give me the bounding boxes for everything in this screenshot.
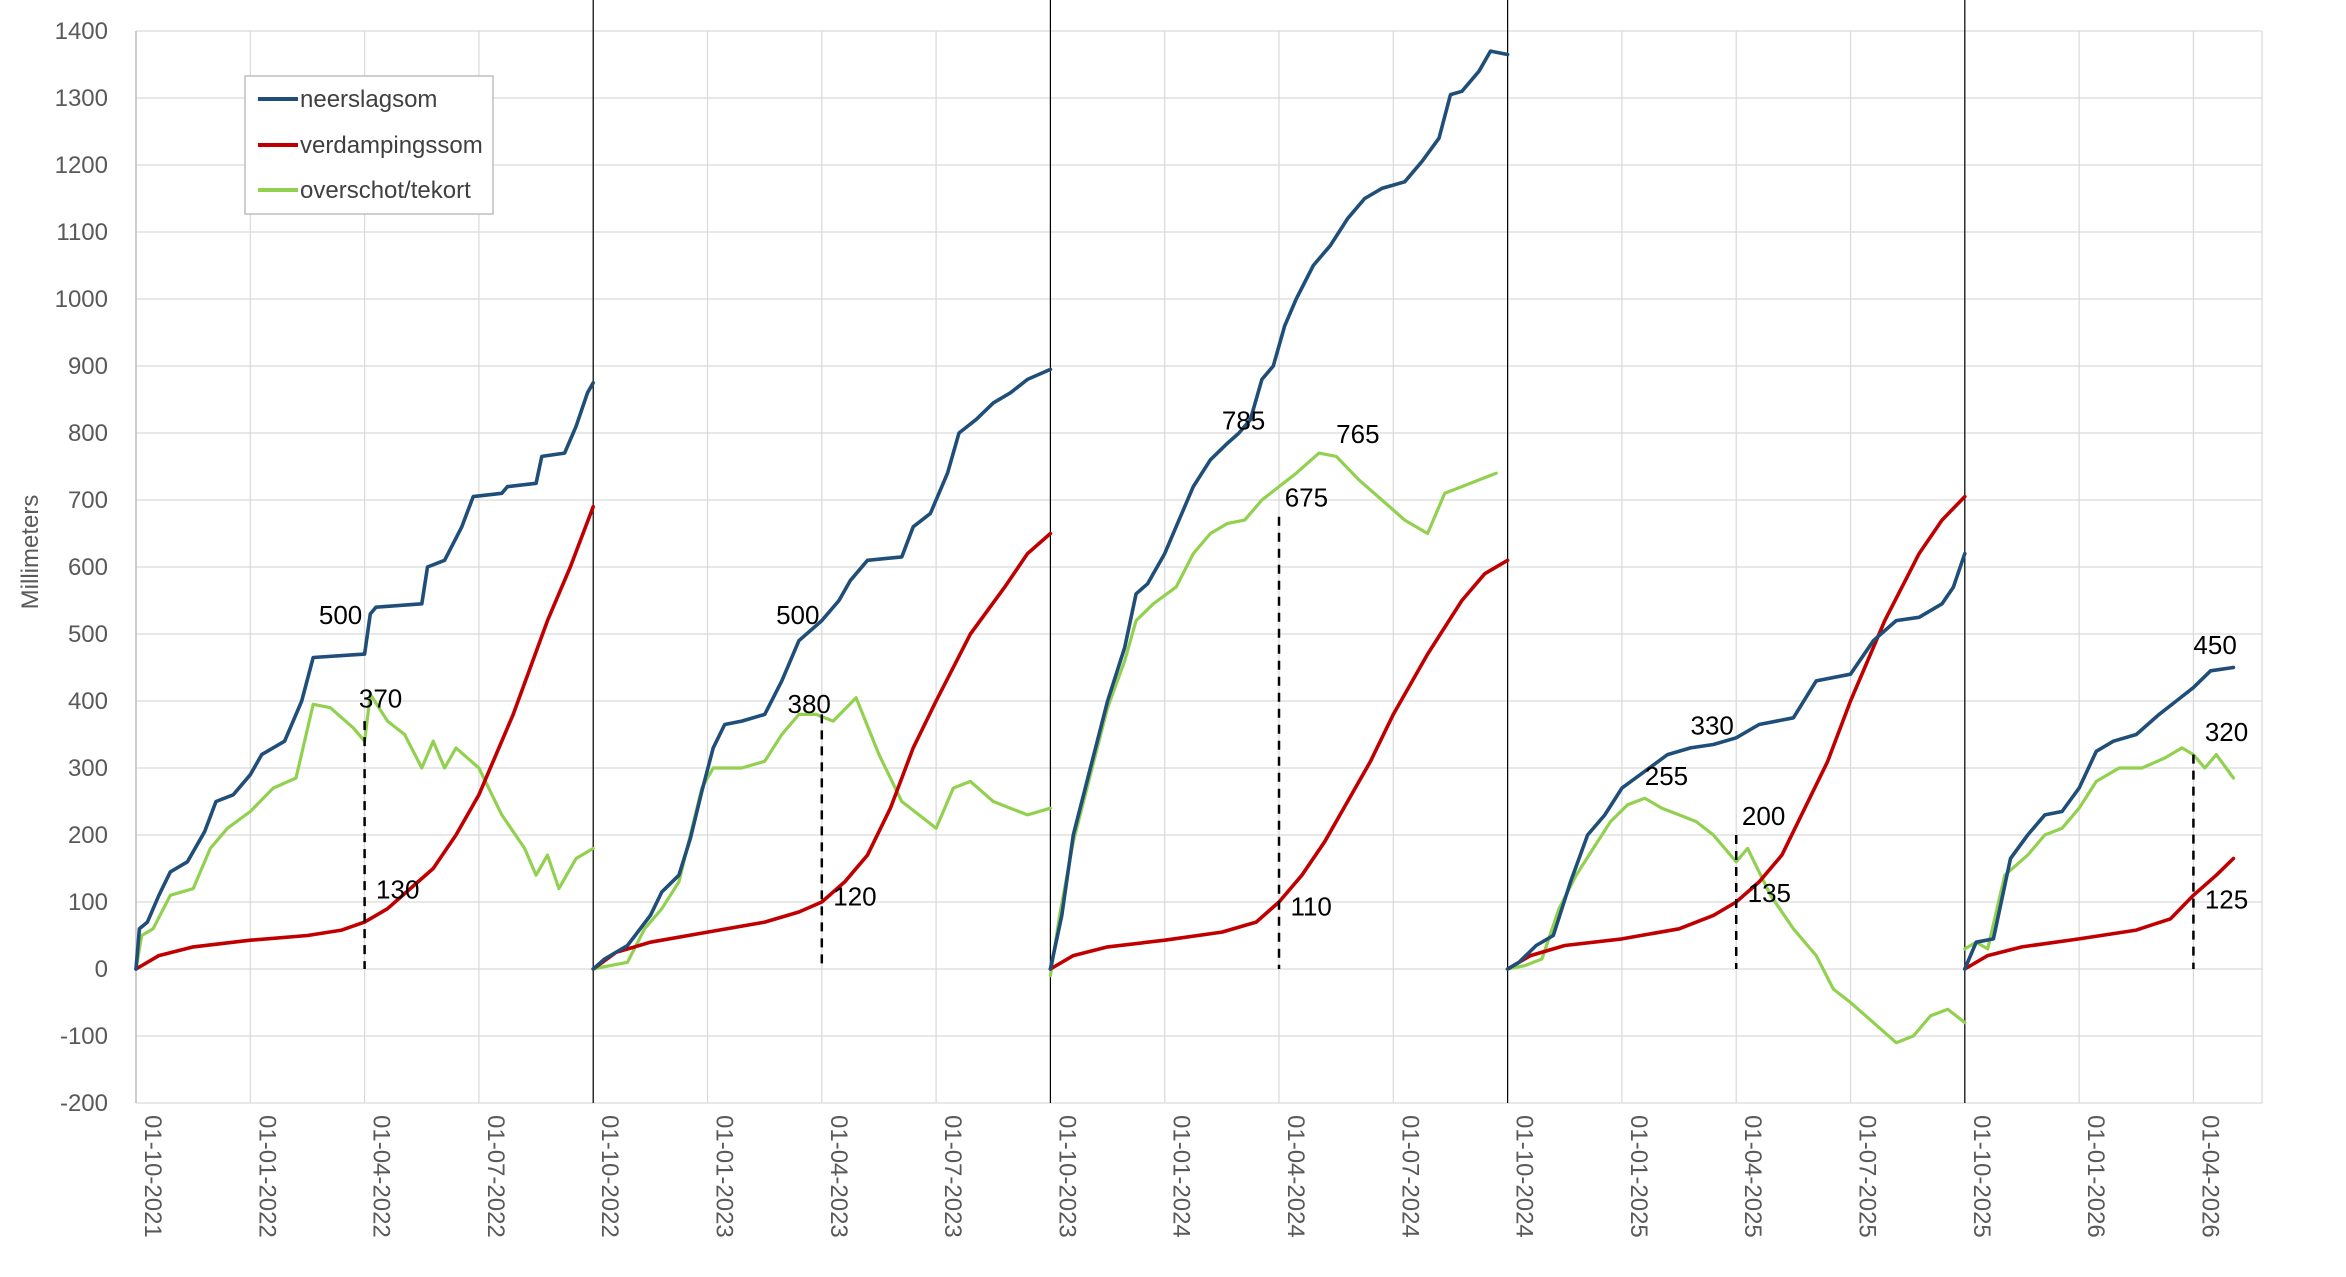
legend-label-neerslagsom: neerslagsom (300, 86, 437, 113)
annotation-label: 255 (1645, 761, 1688, 791)
y-tick-label: 900 (68, 353, 108, 380)
y-tick-label: 0 (95, 956, 108, 983)
x-tick-label: 01-01-2023 (711, 1115, 738, 1238)
annotation-label: 200 (1742, 801, 1785, 831)
series-verdampingssom-segment-1 (591, 531, 1053, 971)
y-tick-label: 1200 (55, 152, 108, 179)
series-verdampingssom-segment-2 (1048, 558, 1510, 971)
annotation-label: 320 (2205, 717, 2248, 747)
x-tick-label: 01-04-2026 (2196, 1115, 2223, 1238)
legend: neerslagsom verdampingssom overschot/tek… (244, 75, 494, 215)
series-overschot-tekort-segment-4 (1963, 746, 2235, 951)
x-tick-label: 01-01-2022 (253, 1115, 280, 1238)
y-tick-label: 800 (68, 420, 108, 447)
x-tick-label: 01-07-2025 (1854, 1115, 1881, 1238)
annotation-label: 380 (788, 689, 831, 719)
x-tick-label: 01-01-2024 (1168, 1115, 1195, 1238)
marker-layer (363, 516, 2195, 969)
y-tick-label: 1100 (56, 219, 108, 246)
grid-layer (135, 30, 2263, 1104)
y-axis-ticks: -200 -100 0 100 200 300 400 500 600 700 800 900 1000… (55, 18, 108, 1117)
y-tick-label: 400 (68, 688, 108, 715)
series-overschot-tekort-segment-0 (134, 692, 595, 971)
series-overschot-tekort-segment-1 (591, 696, 1053, 971)
series-neerslagsom-segment-3 (1505, 551, 1967, 971)
y-tick-label: 300 (68, 755, 108, 782)
annotation-label: 765 (1336, 419, 1379, 449)
x-tick-label: 01-04-2025 (1739, 1115, 1766, 1238)
x-tick-label: 01-07-2023 (939, 1115, 966, 1238)
x-tick-label: 01-07-2022 (482, 1115, 509, 1238)
annotation-label: 675 (1285, 483, 1328, 513)
y-tick-label: 1300 (55, 85, 108, 112)
legend-label-verdampingssom: verdampingssom (300, 132, 483, 159)
series-neerslagsom-segment-4 (1963, 665, 2236, 971)
x-tick-label: 01-10-2025 (1968, 1115, 1995, 1238)
y-tick-label: 1400 (55, 18, 108, 45)
x-axis-ticks: 01-10-2021 01-01-2022 01-04-2022 01-07-2022… (139, 1115, 2223, 1238)
x-tick-label: 01-04-2023 (825, 1115, 852, 1238)
annotation-label: 500 (776, 600, 819, 630)
series-verdampingssom-segment-3 (1505, 494, 1967, 971)
y-tick-label: 1000 (55, 286, 108, 313)
annotation-label: 125 (2205, 885, 2248, 915)
x-tick-label: 01-04-2022 (368, 1115, 395, 1238)
series-verdampingssom-segment-0 (134, 504, 596, 971)
series-neerslagsom-segment-2 (1048, 49, 1510, 971)
season-dividers (592, 0, 1966, 1103)
x-tick-label: 01-01-2025 (1625, 1115, 1652, 1238)
y-tick-label: 600 (68, 554, 108, 581)
annotation-label: 120 (833, 881, 876, 911)
annotation-label: 330 (1690, 711, 1733, 741)
annotation-label: 450 (2193, 630, 2236, 660)
y-axis-label: Millimeters (17, 495, 44, 610)
x-tick-label: 01-10-2022 (596, 1115, 623, 1238)
series-overschot-tekort-segment-3 (1505, 796, 1967, 1045)
legend-label-overschot: overschot/tekort (300, 177, 471, 204)
series-layer (134, 49, 2236, 1045)
y-tick-label: -100 (60, 1023, 108, 1050)
annotation-label: 500 (319, 600, 362, 630)
annotation-label: 130 (376, 875, 419, 905)
y-tick-label: 700 (68, 487, 108, 514)
x-tick-label: 01-10-2023 (1053, 1115, 1080, 1238)
annotation-label: 785 (1222, 406, 1265, 436)
series-overschot-tekort-segment-2 (1048, 451, 1498, 978)
series-neerslagsom-segment-0 (134, 380, 596, 971)
x-tick-label: 01-04-2024 (1282, 1115, 1309, 1238)
y-tick-label: 500 (68, 621, 108, 648)
y-tick-label: 100 (68, 889, 108, 916)
y-tick-label: 200 (68, 822, 108, 849)
series-neerslagsom-segment-1 (591, 367, 1053, 971)
x-tick-label: 01-10-2021 (139, 1115, 166, 1238)
x-tick-label: 01-07-2024 (1396, 1115, 1423, 1238)
annotation-label: 110 (1290, 891, 1331, 921)
y-tick-label: -200 (60, 1090, 108, 1117)
annotation-label: 135 (1748, 878, 1791, 908)
x-tick-label: 01-10-2024 (1511, 1115, 1538, 1238)
annotation-label: 370 (359, 684, 402, 714)
series-verdampingssom-segment-4 (1963, 856, 2236, 971)
x-tick-label: 01-01-2026 (2082, 1115, 2109, 1238)
